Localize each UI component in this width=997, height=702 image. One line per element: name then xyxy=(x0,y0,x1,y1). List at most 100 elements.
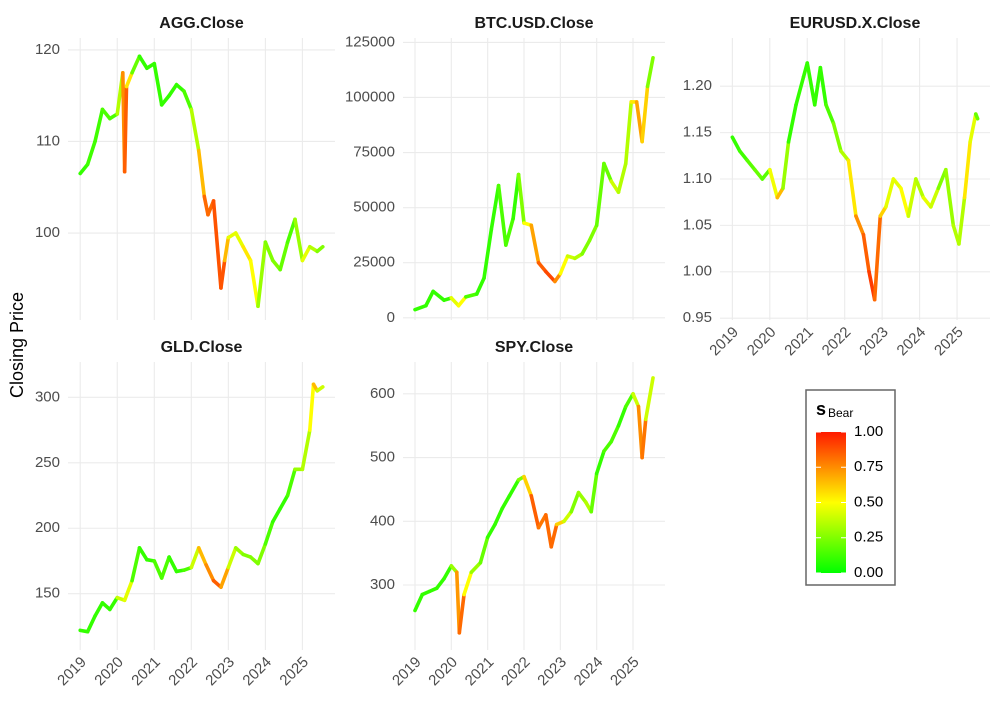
line-segment xyxy=(643,376,655,422)
line-segment xyxy=(602,161,614,184)
x-tick-label: 2022 xyxy=(819,324,855,360)
x-tick-label: 2022 xyxy=(498,654,534,690)
line-segment xyxy=(93,601,105,618)
legend-title: s xyxy=(816,399,826,419)
line-segment xyxy=(781,140,791,191)
line-segment xyxy=(263,240,275,263)
panel: BTC.USD.Close 0 25000 50000 75000 100000 12500… xyxy=(345,15,665,326)
line-segment xyxy=(413,303,428,312)
line-segment xyxy=(270,506,282,524)
line-segment xyxy=(745,158,757,172)
line-segment xyxy=(861,232,871,274)
line-segment xyxy=(469,560,483,575)
x-tick-label: 2021 xyxy=(462,654,498,690)
line-segment xyxy=(122,84,129,174)
line-segment xyxy=(130,54,142,75)
line-segment xyxy=(464,292,479,299)
line-segment xyxy=(529,494,541,530)
line-segment xyxy=(957,195,967,246)
x-tick-label: 2025 xyxy=(276,654,312,690)
line-segment xyxy=(152,61,164,107)
line-segment xyxy=(914,177,926,200)
panel: AGG.Close 100 110 120 xyxy=(35,15,335,320)
line-segment xyxy=(738,149,750,163)
line-segment xyxy=(431,289,446,302)
line-segment xyxy=(182,89,194,112)
line-segment xyxy=(85,139,97,167)
line-segment xyxy=(516,172,526,225)
line-segment xyxy=(130,546,142,583)
line-segment xyxy=(824,102,836,126)
line-segment xyxy=(474,276,486,296)
x-tick-label: 2023 xyxy=(856,324,892,360)
line-segment xyxy=(256,240,268,309)
line-segment xyxy=(293,217,305,263)
panel-title: SPY.Close xyxy=(495,339,573,356)
line-segment xyxy=(968,112,978,144)
line-segment xyxy=(507,478,521,498)
line-segment xyxy=(576,490,588,504)
x-tick-label: 2021 xyxy=(128,654,164,690)
line-segment xyxy=(462,570,474,597)
line-segment xyxy=(285,467,297,498)
line-segment xyxy=(872,214,883,302)
line-segment xyxy=(137,54,149,71)
line-segment xyxy=(594,161,606,228)
line-segment xyxy=(222,235,231,263)
line-segment xyxy=(478,535,490,565)
line-segment xyxy=(93,107,105,144)
line-segment xyxy=(640,84,650,144)
panel: EURUSD.X.Close 0.95 1.00 1.05 1.10 1.15 1.20 20… xyxy=(683,15,990,359)
line-segment xyxy=(558,254,570,276)
y-tick-label: 75000 xyxy=(353,144,395,161)
line-segment xyxy=(78,162,90,176)
line-segment xyxy=(944,167,956,228)
line-segment xyxy=(839,149,851,163)
y-tick-label: 100 xyxy=(35,224,60,241)
colorbar-label: 1.00 xyxy=(854,423,883,440)
line-segment xyxy=(285,217,297,244)
y-tick-label: 1.20 xyxy=(683,77,712,94)
y-tick-label: 110 xyxy=(36,132,60,149)
line-segment xyxy=(623,100,634,166)
panel-title: BTC.USD.Close xyxy=(474,15,593,32)
line-segment xyxy=(122,578,134,603)
line-segment xyxy=(589,471,599,514)
x-tick-label: 2022 xyxy=(165,654,201,690)
y-tick-label: 250 xyxy=(35,454,60,471)
line-segment xyxy=(434,576,446,590)
line-segment xyxy=(962,140,972,200)
line-segment xyxy=(256,542,268,566)
line-segment xyxy=(219,565,231,589)
line-segment xyxy=(413,592,425,613)
line-segment xyxy=(496,183,508,247)
line-segment xyxy=(631,392,641,409)
x-tick-label: 2025 xyxy=(931,324,967,360)
line-segment xyxy=(529,223,541,265)
y-tick-label: 100000 xyxy=(345,88,395,105)
line-segment xyxy=(846,158,858,218)
y-tick-label: 150 xyxy=(35,585,60,602)
legend-title-sub: Bear xyxy=(828,406,853,420)
x-tick-label: 2023 xyxy=(202,654,238,690)
x-tick-label: 2023 xyxy=(534,654,570,690)
x-tick-label: 2020 xyxy=(744,324,780,360)
y-axis-label: Closing Price xyxy=(7,292,27,398)
line-segment xyxy=(522,474,534,498)
line-segment xyxy=(500,494,512,511)
line-segment xyxy=(167,555,179,574)
line-segment xyxy=(108,595,120,612)
line-segment xyxy=(884,177,896,209)
line-segment xyxy=(159,93,171,107)
y-tick-label: 0 xyxy=(387,309,395,326)
line-segment xyxy=(580,238,592,256)
x-tick-label: 2019 xyxy=(706,324,742,360)
line-segment xyxy=(640,417,648,460)
x-tick-label: 2020 xyxy=(91,654,127,690)
y-tick-label: 500 xyxy=(370,449,395,466)
line-segment xyxy=(891,177,903,191)
line-segment xyxy=(100,107,112,121)
y-tick-label: 400 xyxy=(370,512,395,529)
line-segment xyxy=(929,186,941,209)
